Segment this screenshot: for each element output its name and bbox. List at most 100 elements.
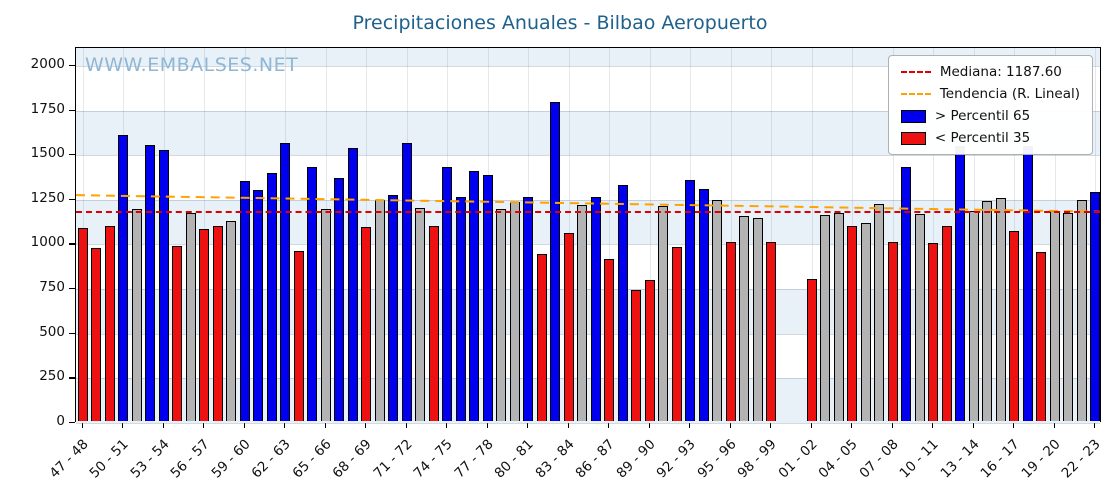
bar-51-52 [131,209,142,421]
bar-59-60 [239,180,250,421]
bar-60-61 [253,189,264,421]
bar-84-85 [577,204,588,421]
legend-item-p35: < Percentil 35 [900,130,1080,146]
bar-94-95 [712,199,723,421]
bar-47-48 [77,228,88,421]
chart-title: Precipitaciones Anuales - Bilbao Aeropue… [352,12,768,34]
bar-18-19 [1036,252,1047,421]
bar-61-62 [266,172,277,421]
x-tick-mark [608,422,610,428]
bar-57-58 [212,226,223,421]
x-tick-mark [729,422,731,428]
watermark: WWW.EMBALSES.NET [85,54,299,76]
x-tick-mark [851,422,853,428]
x-tick-mark [972,422,974,428]
bar-05-06 [860,222,871,421]
legend-item-median: Mediana: 1187.60 [900,64,1080,80]
bar-58-59 [226,221,237,421]
bar-02-03 [820,214,831,421]
median-line [76,210,1100,213]
bar-17-18 [1022,146,1033,421]
y-tick-label: 750 [39,279,65,296]
plot-area: WWW.EMBALSES.NET Mediana: 1187.60 Tenden… [75,47,1101,424]
x-tick-mark [1053,422,1055,428]
x-tick-mark [1094,422,1096,428]
bar-93-94 [698,188,709,421]
bar-90-91 [658,205,669,421]
bar-68-69 [361,227,372,421]
bar-64-65 [307,166,318,421]
gridline-v [609,48,611,421]
bar-82-83 [550,102,561,421]
y-tick-mark [69,288,75,290]
x-tick-mark [1013,422,1015,428]
y-tick-mark [69,109,75,111]
x-tick-mark [932,422,934,428]
x-tick-mark [486,422,488,428]
gridline-h [76,244,1100,246]
y-tick-label: 2000 [30,55,65,72]
bar-01-02 [806,279,817,421]
bar-80-81 [523,196,534,421]
bar-22-23 [1090,191,1101,421]
y-tick-mark [69,422,75,424]
bar-67-68 [347,147,358,421]
bar-65-66 [320,209,331,421]
bar-14-15 [982,201,993,421]
bar-11-12 [941,226,952,421]
bar-49-50 [104,226,115,421]
bar-63-64 [293,251,304,421]
gridline-h [76,289,1100,291]
bar-75-76 [455,196,466,421]
x-tick-mark [81,422,83,428]
bar-73-74 [428,226,439,421]
legend-trend-label: Tendencia (R. Lineal) [939,86,1080,102]
legend-p65-label: > Percentil 65 [934,108,1031,124]
bar-52-53 [145,145,156,421]
x-tick-mark [689,422,691,428]
gridline-v [730,48,732,421]
bar-09-10 [914,213,925,421]
bar-13-14 [968,211,979,421]
legend-item-trend: Tendencia (R. Lineal) [900,86,1080,102]
x-tick-mark [324,422,326,428]
trend-dash-sample [900,93,931,95]
bar-69-70 [374,199,385,421]
bar-72-73 [415,207,426,421]
bar-12-13 [955,146,966,421]
bar-78-79 [496,209,507,421]
background-band [76,48,1100,66]
median-dash-sample [900,71,931,73]
bar-85-86 [590,196,601,421]
bar-06-07 [874,204,885,421]
bar-03-04 [833,212,844,421]
gridline-h [76,155,1100,157]
bar-08-09 [901,167,912,421]
x-tick-mark [203,422,205,428]
gridline-h [76,65,1100,67]
bar-88-89 [631,289,642,421]
bar-79-80 [509,202,520,421]
gridline-v [649,48,651,421]
y-tick-label: 500 [39,323,65,340]
x-tick-mark [284,422,286,428]
bar-83-84 [563,232,574,421]
x-tick-mark [243,422,245,428]
y-tick-label: 1500 [30,145,65,162]
gridline-h [76,333,1100,335]
x-tick-mark [446,422,448,428]
bar-21-22 [1076,200,1087,421]
bar-77-78 [482,174,493,421]
x-tick-mark [162,422,164,428]
legend: Mediana: 1187.60 Tendencia (R. Lineal) >… [887,55,1093,155]
bar-91-92 [671,246,682,421]
bar-86-87 [604,258,615,421]
x-tick-mark [810,422,812,428]
gridline-h [76,199,1100,201]
gridline-h [76,110,1100,112]
bar-74-75 [442,166,453,421]
bar-10-11 [928,243,939,421]
gridline-v [771,48,773,421]
bar-56-57 [199,229,210,421]
